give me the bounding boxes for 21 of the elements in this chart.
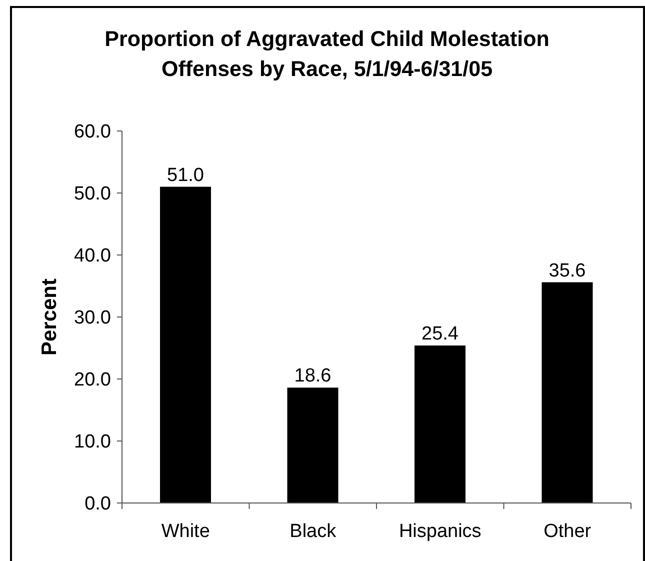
bar (287, 388, 338, 503)
chart-title: Proportion of Aggravated Child Molestation Offenses by Race, 5/1/94-6/31/05 (104, 26, 550, 83)
data-label: 35.6 (548, 260, 586, 282)
x-tick-label: Other (544, 520, 592, 542)
bar (414, 346, 466, 503)
data-label: 25.4 (422, 324, 459, 345)
x-tick-label: Black (290, 520, 337, 542)
data-label: 18.6 (294, 366, 332, 387)
y-tick-label: 60.0 (74, 122, 111, 143)
y-tick-label: 20.0 (74, 370, 111, 391)
y-tick-label: 0.0 (84, 494, 111, 515)
y-tick-label: 50.0 (74, 184, 111, 205)
y-tick-label: 40.0 (74, 246, 111, 267)
bar (542, 282, 593, 503)
bar (160, 186, 211, 503)
y-axis-title: Percent (38, 278, 60, 356)
y-tick-label: 10.0 (74, 432, 111, 453)
y-tick-label: 30.0 (74, 308, 111, 329)
x-tick-label: Hispanics (398, 520, 482, 542)
data-label: 51.0 (167, 164, 204, 186)
x-tick-label: White (161, 520, 210, 542)
